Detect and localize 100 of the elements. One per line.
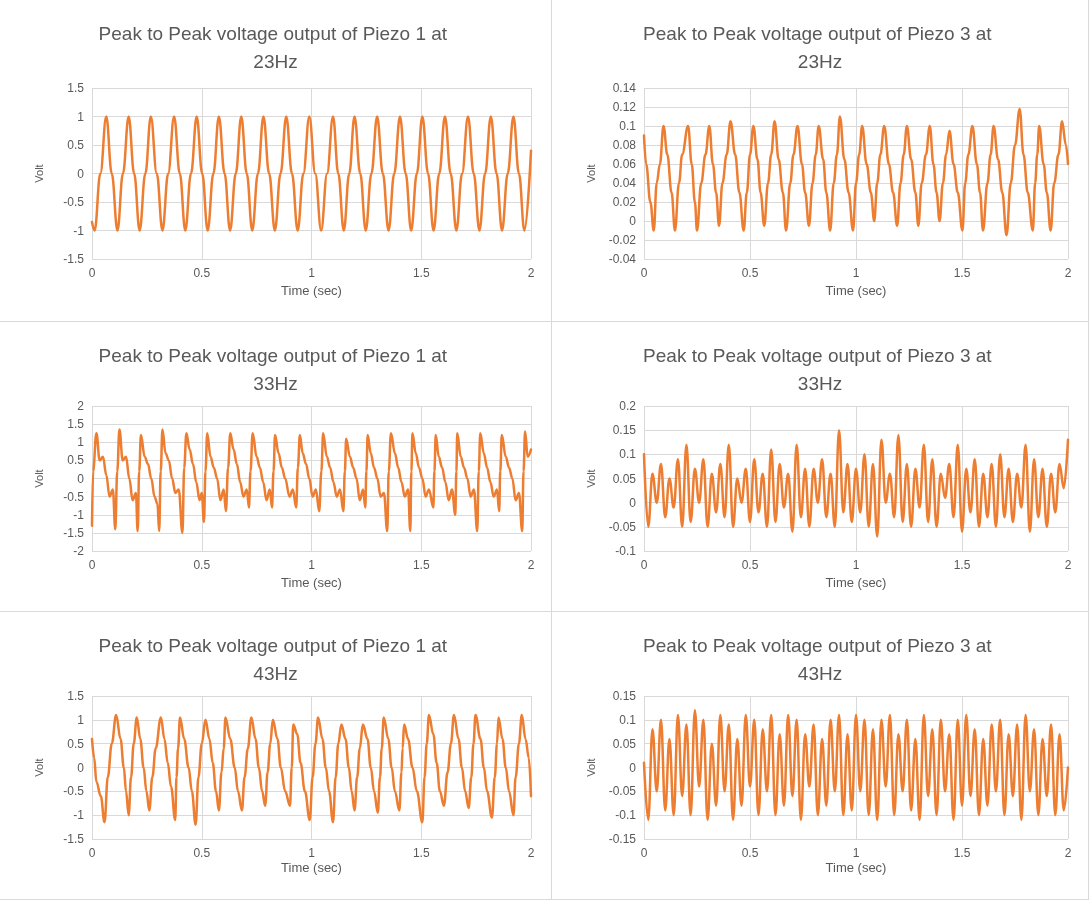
y-tick-label: 1.5 [67,689,85,703]
x-tick-label: 0.5 [193,266,211,280]
x-tick-label: 2 [527,266,535,280]
y-axis-title: Volt [32,164,45,183]
x-tick-label: 1 [308,266,316,280]
x-axis-title: Time (sec) [825,574,887,590]
y-tick-label: 0 [77,166,85,181]
x-tick-label: 1 [308,558,316,572]
y-tick-label: 0.08 [612,138,637,152]
chart-title: Peak to Peak voltage output of Piezo 1 at 43Hz [98,634,453,684]
y-tick-label: 0.05 [612,736,637,751]
y-axis-title: Volt [584,758,597,777]
x-axis-title: Time (sec) [825,282,887,298]
y-tick-label: -1 [73,507,85,522]
line-series [642,428,1070,538]
x-tick-label: 1 [308,846,316,860]
y-tick-label: 0.15 [612,689,637,703]
x-tick-label: 0 [640,846,648,860]
x-tick-label: 0.5 [741,846,759,860]
y-tick-label: 0 [77,760,85,775]
y-tick-label: 1 [77,712,85,727]
y-tick-label: 0.12 [612,100,637,114]
line-series [642,709,1070,822]
y-tick-label: 0.05 [612,471,637,486]
chart-title: Peak to Peak voltage output of Piezo 1 at 33Hz [98,344,453,394]
x-tick-label: 1.5 [953,558,971,572]
x-tick-label: 2 [1064,846,1072,860]
y-tick-label: -1.5 [63,525,85,540]
line-series [90,713,533,826]
y-tick-label: 0.5 [67,138,85,152]
y-axis-title: Volt [584,164,597,183]
y-tick-label: 1 [77,109,85,124]
y-tick-label: 0.5 [67,736,85,751]
x-tick-label: 2 [1064,266,1072,280]
y-tick-label: 1 [77,435,85,450]
y-tick-label: 0.14 [612,81,637,95]
x-tick-label: 1.5 [412,266,430,280]
y-tick-label: 0.1 [619,119,637,133]
x-tick-label: 1 [852,266,860,280]
x-tick-label: 2 [1064,558,1072,572]
x-tick-label: 0.5 [193,846,211,860]
x-axis-title: Time (sec) [825,860,887,875]
x-tick-label: 2 [527,558,535,572]
y-axis-title: Volt [32,469,45,488]
y-tick-label: -0.15 [608,832,637,846]
y-tick-label: -0.1 [615,544,637,558]
y-tick-label: 0 [629,760,637,775]
chart-title: Peak to Peak voltage output of Piezo 3 at 43Hz [643,634,997,684]
x-tick-label: 0.5 [741,558,759,572]
x-tick-label: 1.5 [953,266,971,280]
y-tick-label: -0.5 [63,195,85,209]
y-axis-title: Volt [32,758,45,777]
y-tick-label: -0.5 [63,489,85,504]
y-tick-label: -1.5 [63,832,85,846]
y-tick-label: 0.02 [612,195,637,209]
x-tick-label: 0.5 [741,266,759,280]
x-tick-label: 0 [88,558,96,572]
y-axis-title: Volt [584,469,597,488]
y-tick-label: -0.05 [608,784,637,799]
x-tick-label: 0 [640,558,648,572]
y-tick-label: -1 [73,223,85,238]
y-tick-label: 0 [77,471,85,486]
chart-title: Peak to Peak voltage output of Piezo 3 at 23Hz [643,22,997,72]
y-tick-label: -1 [73,808,85,823]
x-tick-label: 0 [88,266,96,280]
line-series [90,428,533,535]
x-axis-title: Time (sec) [281,860,342,875]
y-tick-label: 1.5 [67,417,85,432]
chart-title: Peak to Peak voltage output of Piezo 3 at 33Hz [643,344,997,394]
x-axis-title: Time (sec) [281,574,342,590]
x-tick-label: 1.5 [412,558,430,572]
y-tick-label: 0.04 [612,176,637,190]
y-tick-label: -0.04 [608,252,637,266]
x-tick-label: 2 [527,846,535,860]
y-tick-label: -0.05 [608,519,637,534]
x-axis-title: Time (sec) [281,282,342,298]
x-tick-label: 1 [852,846,860,860]
y-tick-label: -0.1 [615,808,637,823]
x-tick-label: 0 [88,846,96,860]
x-tick-label: 1 [852,558,860,572]
chart-title: Peak to Peak voltage output of Piezo 1 at 23Hz [98,22,453,72]
line-series [642,107,1070,237]
x-tick-label: 1.5 [953,846,971,860]
y-tick-label: 1.5 [67,81,85,95]
y-tick-label: -2 [73,544,85,558]
y-tick-label: 0.06 [612,157,637,171]
y-tick-label: 0 [629,495,637,510]
y-tick-label: 0.1 [619,447,637,462]
line-series [90,115,533,232]
y-tick-label: 0.1 [619,712,637,727]
y-tick-label: -0.5 [63,784,85,799]
y-tick-label: 2 [77,399,85,413]
x-tick-label: 0 [640,266,648,280]
y-tick-label: 0.15 [612,423,637,438]
y-tick-label: 0 [629,214,637,228]
x-tick-label: 0.5 [193,558,211,572]
y-tick-label: 0.2 [619,399,637,413]
y-tick-label: -1.5 [63,252,85,266]
x-tick-label: 1.5 [412,846,430,860]
y-tick-label: 0.5 [67,453,85,468]
